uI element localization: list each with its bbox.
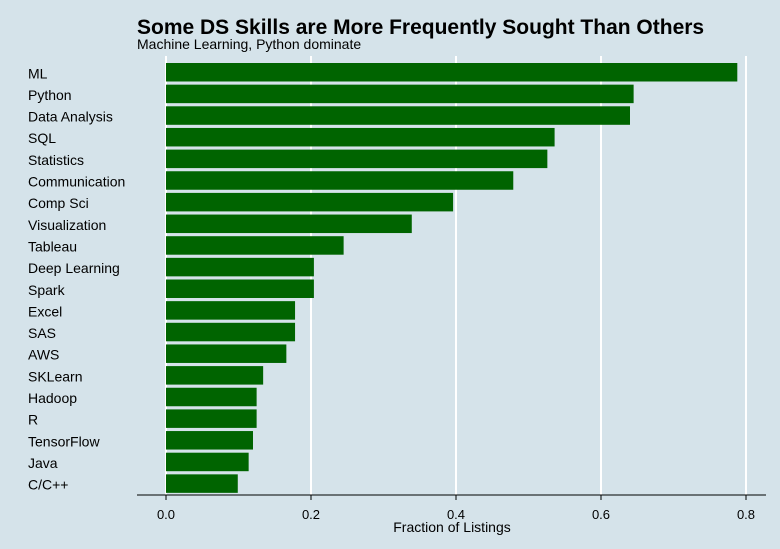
category-label: R	[28, 412, 38, 428]
chart-subtitle: Machine Learning, Python dominate	[137, 36, 361, 52]
bar-deep-learning	[166, 257, 314, 277]
x-tick-label: 0.2	[302, 507, 320, 522]
category-label: SAS	[28, 325, 56, 341]
category-label: Excel	[28, 303, 62, 319]
bar-statistics	[166, 149, 548, 169]
bar-r	[166, 409, 257, 428]
category-label: ML	[28, 65, 48, 81]
bar-data-analysis	[166, 106, 630, 125]
category-label: Visualization	[28, 217, 106, 233]
chart-title: Some DS Skills are More Frequently Sough…	[137, 16, 704, 39]
bar-c-c-	[166, 474, 238, 493]
x-axis-ticks: 0.0 0.2 0.4 0.6 0.8	[157, 495, 755, 522]
bar-java	[166, 452, 249, 472]
category-label: Data Analysis	[28, 109, 113, 125]
bar-visualization	[166, 214, 412, 234]
x-tick-label: 0.0	[157, 507, 175, 522]
bar-tableau	[166, 236, 344, 255]
category-label: TensorFlow	[28, 433, 100, 449]
category-labels: ML Python Data Analysis SQL Statistics Commun…	[28, 65, 125, 492]
category-label: Tableau	[28, 238, 77, 254]
x-axis-title: Fraction of Listings	[393, 519, 511, 535]
x-tick-label: 0.4	[447, 507, 465, 522]
category-label: Deep Learning	[28, 260, 120, 276]
bar-sklearn	[166, 366, 264, 385]
category-label: SKLearn	[28, 368, 82, 384]
bar-comp-sci	[166, 192, 454, 212]
bar-sql	[166, 127, 555, 147]
bars	[166, 63, 738, 493]
bar-spark	[166, 279, 314, 298]
bar-ml	[166, 63, 738, 82]
category-label: AWS	[28, 347, 59, 363]
bar-hadoop	[166, 387, 257, 407]
category-label: SQL	[28, 130, 56, 146]
bar-tensorflow	[166, 431, 253, 450]
x-tick-label: 0.8	[737, 507, 755, 522]
category-label: Comp Sci	[28, 195, 89, 211]
category-label: Communication	[28, 174, 125, 190]
bar-excel	[166, 301, 296, 320]
category-label: Python	[28, 87, 72, 103]
bar-communication	[166, 171, 514, 190]
category-label: C/C++	[28, 477, 68, 493]
bar-python	[166, 84, 634, 104]
category-label: Statistics	[28, 152, 84, 168]
category-label: Java	[28, 455, 58, 471]
x-tick-label: 0.6	[592, 507, 610, 522]
bar-aws	[166, 344, 287, 363]
bar-sas	[166, 322, 296, 342]
category-label: Spark	[28, 282, 66, 298]
category-label: Hadoop	[28, 390, 77, 406]
